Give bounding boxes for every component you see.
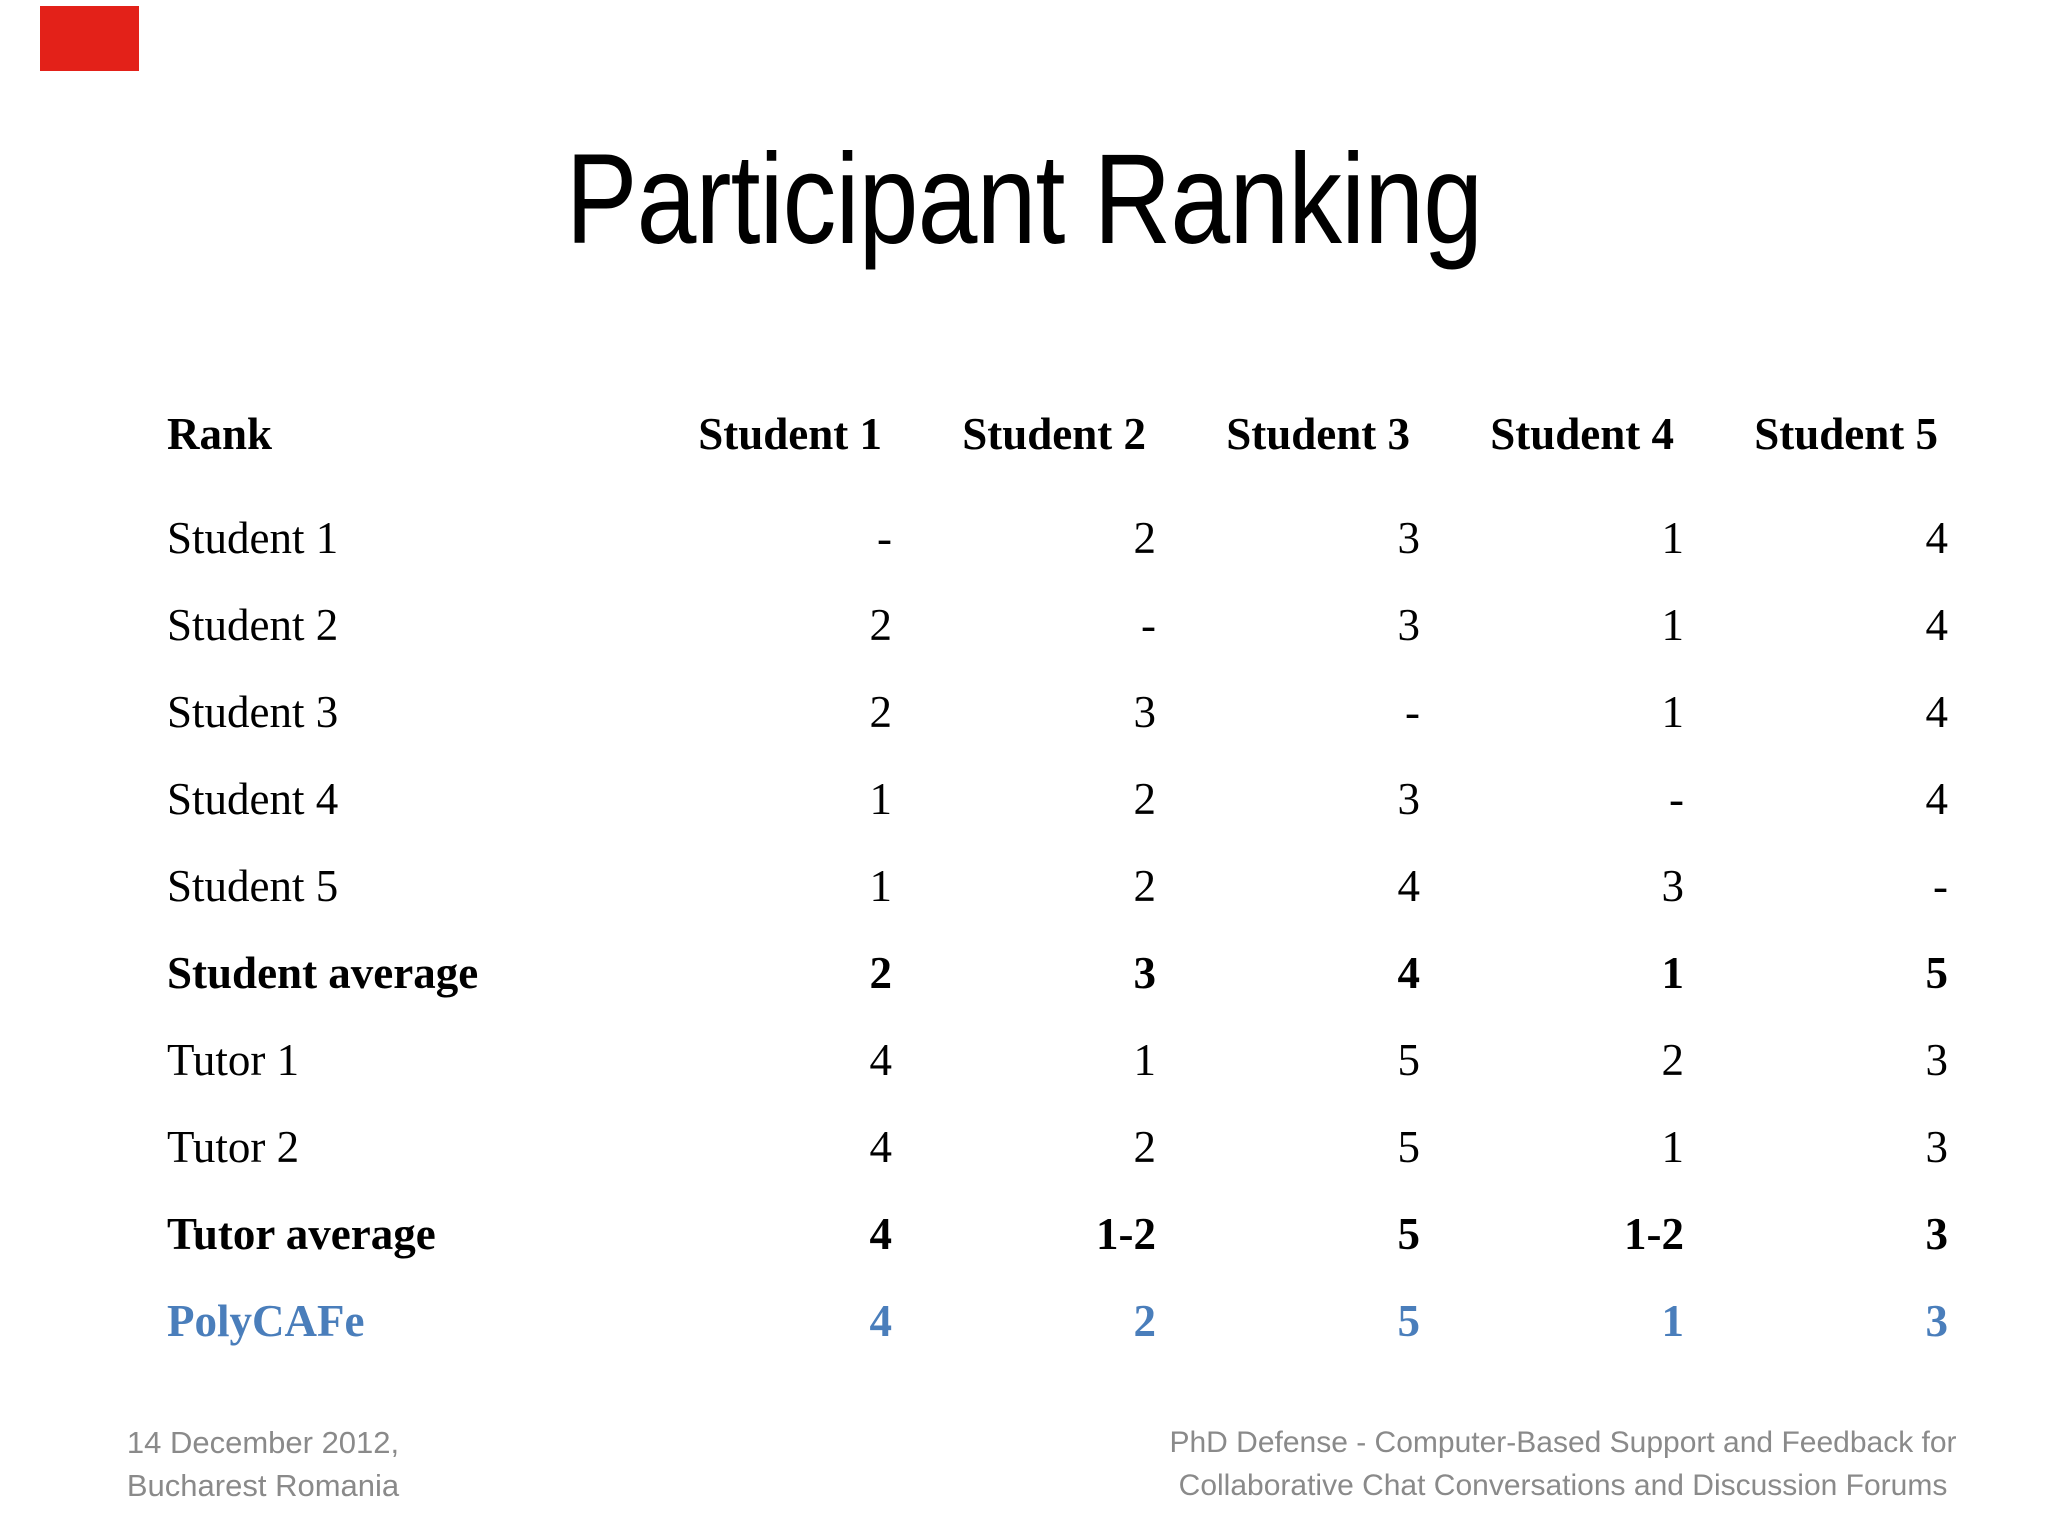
cell-value: 4: [1397, 948, 1421, 998]
cell-value: -: [1669, 774, 1684, 824]
cell-value: 2: [869, 687, 893, 737]
cell-value: 2: [1133, 1296, 1157, 1346]
table-row-polycafe: PolyCAFe 4 2 5 1 3: [167, 1278, 1948, 1365]
footer-title-line2: Collaborative Chat Conversations and Dis…: [1178, 1469, 1948, 1502]
cell-value: 1: [1133, 1035, 1157, 1085]
cell-value: 2: [1133, 1122, 1157, 1172]
row-label: Tutor average: [167, 1209, 436, 1259]
column-header-student4: Student 4: [1490, 408, 1674, 459]
row-label: Tutor 2: [167, 1122, 300, 1172]
footer-date-location: 14 December 2012, Bucharest Romania: [103, 1421, 423, 1507]
cell-value: 3: [1397, 774, 1421, 824]
cell-value: 5: [1397, 1122, 1421, 1172]
column-header-student2: Student 2: [962, 408, 1146, 459]
cell-value: 1-2: [1096, 1209, 1156, 1259]
cell-value: 4: [1925, 774, 1949, 824]
cell-value: 2: [869, 948, 893, 998]
table-row-student4: Student 4 1 2 3 - 4: [167, 756, 1948, 843]
cell-value: 1: [1661, 1296, 1685, 1346]
row-label: Student 2: [167, 600, 339, 650]
cell-value: 4: [869, 1122, 893, 1172]
column-header-student1: Student 1: [698, 408, 882, 459]
cell-value: 4: [869, 1209, 893, 1259]
table-row-tutor-average: Tutor average 4 1-2 5 1-2 3: [167, 1191, 1948, 1278]
cell-value: 3: [1925, 1296, 1949, 1346]
table-header-row: Rank Student 1 Student 2 Student 3 Stude…: [167, 390, 1948, 478]
cell-value: 5: [1397, 1035, 1421, 1085]
cell-value: 3: [1925, 1035, 1949, 1085]
table-row-student2: Student 2 2 - 3 1 4: [167, 582, 1948, 669]
red-corner-mark: [40, 6, 139, 71]
cell-value: 3: [1925, 1209, 1949, 1259]
cell-value: 2: [869, 600, 893, 650]
footer-title-line1: PhD Defense - Computer-Based Support and…: [1169, 1426, 1957, 1459]
footer-location-line: Bucharest Romania: [126, 1468, 400, 1503]
cell-value: 4: [1925, 687, 1949, 737]
cell-value: 3: [1133, 948, 1157, 998]
cell-value: 1: [1661, 948, 1685, 998]
cell-value: 3: [1397, 600, 1421, 650]
cell-value: 5: [1397, 1209, 1421, 1259]
column-header-rank: Rank: [167, 408, 273, 459]
cell-value: 1: [869, 861, 893, 911]
cell-value: 5: [1397, 1296, 1421, 1346]
cell-value: -: [1141, 600, 1156, 650]
table-row-tutor1: Tutor 1 4 1 5 2 3: [167, 1017, 1948, 1104]
cell-value: 3: [1133, 687, 1157, 737]
cell-value: 1: [1661, 687, 1685, 737]
cell-value: 2: [1661, 1035, 1685, 1085]
cell-value: 5: [1925, 948, 1949, 998]
cell-value: 4: [1397, 861, 1421, 911]
row-label: Student 4: [167, 774, 339, 824]
cell-value: 3: [1925, 1122, 1949, 1172]
cell-value: -: [1933, 861, 1948, 911]
cell-value: 1: [1661, 513, 1685, 563]
row-label: Student 1: [167, 513, 339, 563]
table-row-student1: Student 1 - 2 3 1 4: [167, 495, 1948, 582]
cell-value: 4: [1925, 513, 1949, 563]
cell-value: 1-2: [1624, 1209, 1684, 1259]
column-header-student5: Student 5: [1754, 408, 1938, 459]
row-label: PolyCAFe: [167, 1296, 365, 1346]
table-row-student-average: Student average 2 3 4 1 5: [167, 930, 1948, 1017]
row-label: Student average: [167, 948, 479, 998]
column-header-student3: Student 3: [1226, 408, 1410, 459]
table-row-tutor2: Tutor 2 4 2 5 1 3: [167, 1104, 1948, 1191]
footer-date-line: 14 December 2012,: [126, 1425, 400, 1460]
row-label: Student 5: [167, 861, 339, 911]
cell-value: 4: [869, 1296, 893, 1346]
cell-value: 4: [1925, 600, 1949, 650]
cell-value: 3: [1661, 861, 1685, 911]
slide-title: Participant Ranking: [565, 128, 1483, 271]
cell-value: -: [1405, 687, 1420, 737]
table-row-student3: Student 3 2 3 - 1 4: [167, 669, 1948, 756]
table-row-student5: Student 5 1 2 4 3 -: [167, 843, 1948, 930]
row-label: Student 3: [167, 687, 339, 737]
cell-value: 1: [1661, 600, 1685, 650]
cell-value: 2: [1133, 861, 1157, 911]
cell-value: 4: [869, 1035, 893, 1085]
cell-value: -: [877, 513, 892, 563]
row-label: Tutor 1: [167, 1035, 300, 1085]
cell-value: 2: [1133, 513, 1157, 563]
header-spacer: [167, 478, 1948, 495]
cell-value: 3: [1397, 513, 1421, 563]
cell-value: 1: [869, 774, 893, 824]
cell-value: 2: [1133, 774, 1157, 824]
ranking-table: Rank Student 1 Student 2 Student 3 Stude…: [167, 390, 1948, 1365]
footer-presentation-title: PhD Defense - Computer-Based Support and…: [1133, 1421, 1993, 1507]
cell-value: 1: [1661, 1122, 1685, 1172]
